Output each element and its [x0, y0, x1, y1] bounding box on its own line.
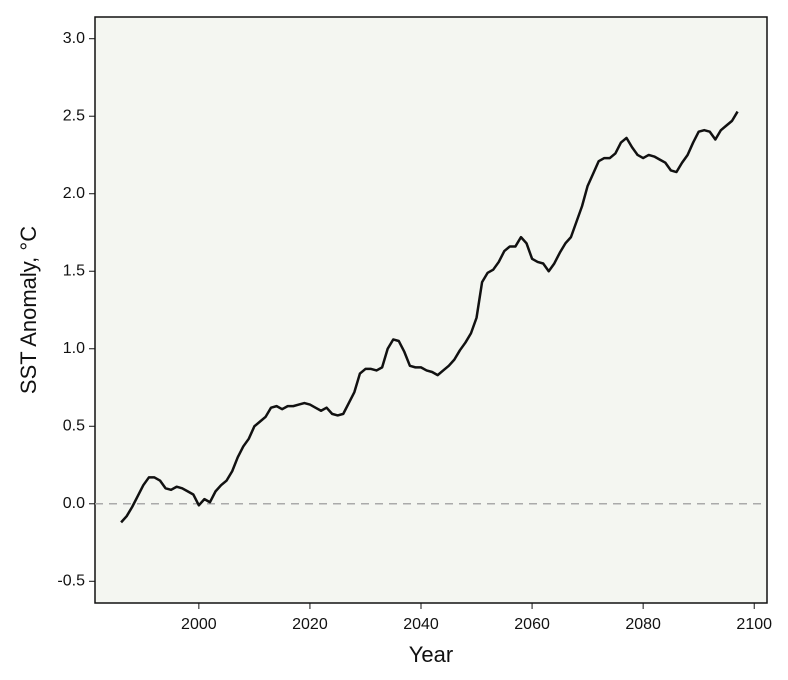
y-tick-label: 3.0 — [63, 30, 85, 47]
x-tick-label: 2000 — [181, 616, 217, 633]
data-line — [120, 110, 739, 524]
y-tick-label: 1.5 — [63, 262, 85, 279]
x-tick-label: 2040 — [403, 616, 439, 633]
y-tick-label: 0.0 — [63, 495, 85, 512]
y-tick-label: 0.5 — [63, 417, 85, 434]
y-tick-label: 2.0 — [63, 185, 85, 202]
y-tick-label: -0.5 — [57, 573, 85, 590]
x-axis-label: Year — [409, 642, 453, 667]
x-tick-label: 2080 — [625, 616, 661, 633]
y-tick-label: 2.5 — [63, 107, 85, 124]
x-tick-label: 2020 — [292, 616, 328, 633]
y-axis-label: SST Anomaly, °C — [16, 226, 41, 394]
x-tick-label: 2060 — [514, 616, 550, 633]
plot-area — [94, 16, 768, 604]
y-tick-label: 1.0 — [63, 340, 85, 357]
x-tick-label: 2100 — [736, 616, 772, 633]
